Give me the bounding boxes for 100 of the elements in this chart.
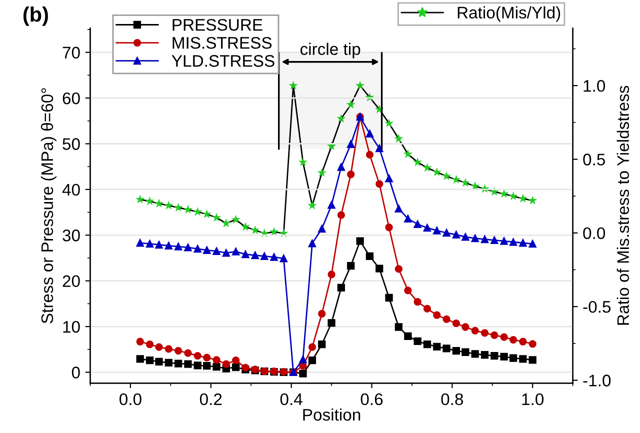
point	[480, 351, 489, 359]
point	[260, 252, 268, 260]
point	[308, 356, 316, 364]
point	[508, 191, 518, 200]
x-tick-label: 0.2	[200, 393, 222, 406]
point	[452, 320, 460, 328]
point	[366, 252, 374, 260]
point	[519, 355, 527, 363]
y-tick-label: 10	[63, 320, 80, 333]
point	[404, 286, 412, 294]
point	[308, 343, 316, 351]
point	[480, 329, 489, 337]
x-tick-label: 0.0	[120, 393, 142, 406]
point	[308, 200, 317, 210]
point	[462, 233, 470, 241]
point	[164, 242, 172, 250]
point	[528, 196, 538, 204]
point	[528, 340, 536, 348]
point	[155, 343, 163, 351]
point	[299, 356, 307, 364]
point	[212, 356, 220, 364]
point	[203, 362, 211, 370]
point	[500, 333, 508, 341]
point	[337, 211, 345, 219]
y-tick-label: 30	[62, 230, 80, 242]
point	[280, 254, 288, 262]
point	[376, 180, 384, 188]
point	[288, 80, 298, 90]
point	[194, 362, 202, 370]
point	[231, 214, 240, 224]
point	[442, 315, 450, 324]
point	[518, 194, 528, 203]
point	[433, 311, 441, 319]
point	[232, 248, 240, 256]
point	[423, 340, 432, 348]
point	[347, 170, 355, 178]
y-tick-label: 40	[62, 184, 80, 196]
point	[366, 130, 374, 138]
legend-label: PRESSURE	[172, 18, 262, 31]
point	[414, 337, 422, 345]
y2-axis-title: Ratio of Mis.stress to Yieldstress	[616, 86, 630, 325]
legend-label: Ratio(Mis/Yld)	[458, 6, 560, 22]
point	[269, 227, 279, 236]
point	[145, 196, 154, 206]
point	[251, 251, 259, 260]
point	[203, 246, 211, 254]
point	[184, 349, 192, 357]
legend-label: YLD.STRESS	[172, 55, 274, 67]
point	[480, 235, 489, 244]
x-tick-label: 0.4	[280, 393, 302, 406]
point	[519, 239, 527, 247]
point	[146, 356, 154, 364]
y-tick-label: 50	[62, 138, 80, 150]
point	[394, 204, 402, 212]
point	[136, 355, 144, 363]
point	[423, 224, 432, 232]
point	[328, 319, 336, 327]
y-tick-label: 60	[62, 92, 80, 104]
point	[270, 253, 278, 261]
point	[317, 168, 326, 177]
point	[509, 238, 518, 246]
band-label: circle tip	[300, 42, 360, 58]
point	[490, 352, 498, 360]
x-tick-label: 0.6	[360, 393, 383, 406]
y-tick-label: 20	[62, 275, 80, 288]
point	[146, 240, 154, 248]
point	[403, 149, 413, 158]
point	[194, 245, 202, 253]
y2-tick-label: 0.5	[583, 154, 605, 166]
point	[509, 336, 518, 344]
y2-tick-label: -1.0	[583, 374, 611, 386]
point	[135, 194, 145, 204]
point	[203, 354, 211, 362]
y-tick-label: 70	[62, 46, 80, 59]
point	[155, 358, 163, 366]
point	[385, 224, 393, 232]
point	[222, 360, 230, 368]
point	[452, 230, 460, 239]
point	[433, 226, 441, 234]
point	[328, 201, 336, 209]
point	[328, 270, 336, 278]
point	[442, 344, 450, 352]
point	[308, 240, 316, 248]
y2-tick-label: -0.5	[583, 300, 611, 313]
point	[471, 234, 479, 242]
point	[174, 346, 182, 355]
point	[184, 244, 192, 252]
point	[174, 242, 182, 250]
point	[376, 264, 384, 272]
point	[212, 362, 220, 371]
point	[202, 209, 212, 218]
y-tick-label: 0	[72, 366, 80, 378]
point	[356, 237, 364, 245]
point	[471, 326, 479, 334]
point	[423, 304, 432, 313]
point	[250, 225, 260, 234]
point	[412, 157, 422, 166]
point	[242, 250, 250, 258]
point	[174, 202, 183, 212]
point	[298, 157, 308, 166]
